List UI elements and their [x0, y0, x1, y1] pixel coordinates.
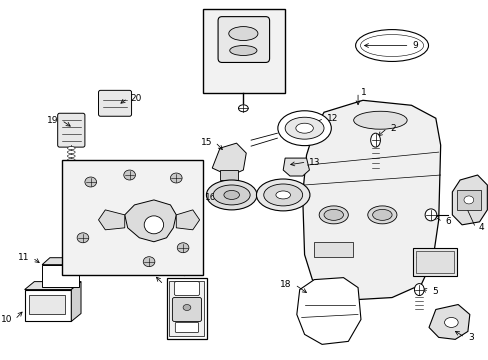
Text: 20: 20	[130, 94, 142, 103]
Ellipse shape	[372, 210, 391, 220]
Ellipse shape	[67, 147, 75, 150]
Text: 9: 9	[412, 41, 417, 50]
Polygon shape	[42, 258, 87, 265]
Polygon shape	[212, 143, 246, 176]
Bar	[42, 265, 79, 287]
Ellipse shape	[263, 184, 302, 206]
Ellipse shape	[183, 305, 190, 310]
FancyBboxPatch shape	[218, 17, 269, 62]
Text: 5: 5	[431, 287, 437, 296]
Polygon shape	[176, 210, 199, 230]
Ellipse shape	[213, 185, 250, 205]
Polygon shape	[428, 305, 469, 339]
Bar	[415, 251, 453, 273]
Text: 18: 18	[280, 280, 291, 289]
Ellipse shape	[85, 177, 96, 187]
Ellipse shape	[355, 30, 427, 62]
FancyBboxPatch shape	[175, 323, 198, 332]
Bar	[456, 190, 480, 210]
Polygon shape	[98, 210, 124, 230]
Ellipse shape	[67, 150, 75, 154]
Bar	[202, 9, 285, 93]
Ellipse shape	[67, 159, 75, 162]
Ellipse shape	[360, 35, 423, 57]
Bar	[24, 289, 71, 321]
FancyBboxPatch shape	[174, 282, 199, 296]
Text: 2: 2	[389, 124, 395, 133]
Text: 15: 15	[201, 138, 212, 147]
Polygon shape	[71, 282, 81, 321]
Polygon shape	[296, 278, 360, 345]
Ellipse shape	[367, 206, 396, 224]
Text: 11: 11	[18, 253, 29, 262]
Bar	[28, 294, 65, 315]
Ellipse shape	[444, 318, 457, 328]
Text: 16: 16	[204, 193, 216, 202]
Ellipse shape	[277, 111, 331, 146]
Ellipse shape	[170, 173, 182, 183]
Ellipse shape	[275, 191, 290, 199]
FancyBboxPatch shape	[172, 298, 201, 321]
Text: 19: 19	[47, 116, 59, 125]
Polygon shape	[124, 200, 176, 242]
Ellipse shape	[144, 216, 163, 234]
Text: 17: 17	[166, 280, 178, 289]
Ellipse shape	[143, 257, 155, 267]
Polygon shape	[451, 175, 487, 225]
Text: 8: 8	[223, 51, 228, 60]
FancyBboxPatch shape	[58, 113, 85, 147]
Text: 3: 3	[467, 333, 473, 342]
Polygon shape	[302, 100, 440, 300]
Text: 13: 13	[309, 158, 320, 167]
Polygon shape	[24, 282, 81, 289]
Ellipse shape	[353, 111, 407, 129]
Polygon shape	[283, 158, 309, 176]
Ellipse shape	[224, 190, 239, 199]
Ellipse shape	[67, 154, 75, 158]
Ellipse shape	[123, 170, 135, 180]
Text: 21: 21	[163, 267, 175, 276]
Ellipse shape	[285, 117, 324, 139]
Ellipse shape	[463, 196, 473, 204]
Text: 7: 7	[428, 253, 434, 262]
Text: 12: 12	[326, 114, 338, 123]
Ellipse shape	[229, 45, 256, 55]
Ellipse shape	[77, 233, 89, 243]
Ellipse shape	[414, 284, 423, 296]
Bar	[61, 160, 202, 275]
Bar	[220, 170, 237, 180]
Ellipse shape	[424, 209, 436, 221]
Ellipse shape	[256, 179, 309, 211]
Text: 10: 10	[0, 315, 12, 324]
Ellipse shape	[324, 210, 343, 220]
Bar	[166, 278, 207, 339]
Ellipse shape	[319, 206, 347, 224]
Bar	[314, 242, 352, 257]
Ellipse shape	[238, 105, 248, 112]
Ellipse shape	[370, 133, 380, 147]
Text: 14: 14	[285, 188, 297, 197]
Ellipse shape	[228, 27, 257, 41]
FancyBboxPatch shape	[98, 90, 131, 116]
Ellipse shape	[295, 123, 313, 133]
Text: 4: 4	[478, 223, 483, 232]
Text: 1: 1	[360, 88, 366, 97]
Bar	[413, 248, 456, 276]
Ellipse shape	[206, 180, 256, 210]
Text: 6: 6	[445, 217, 450, 226]
Ellipse shape	[177, 243, 188, 253]
Bar	[169, 280, 204, 336]
